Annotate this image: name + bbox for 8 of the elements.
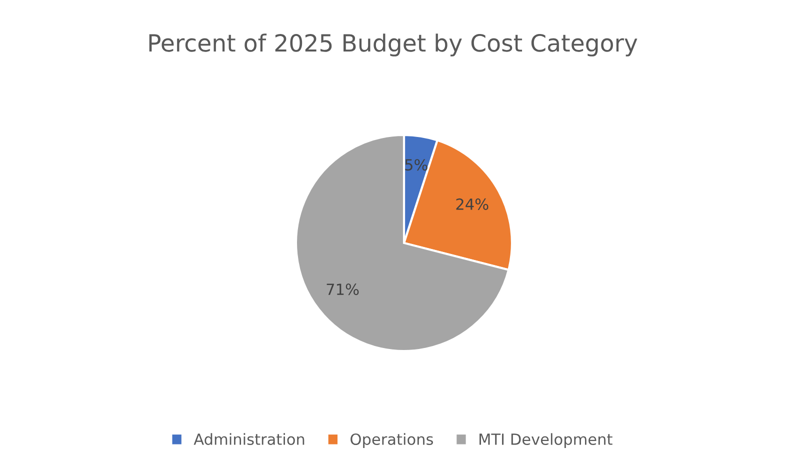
data-label: 5%	[405, 159, 428, 171]
legend-label: Administration	[194, 433, 304, 446]
data-label: 24%	[456, 198, 488, 210]
chart-title: Percent of 2025 Budget by Cost Category	[149, 34, 638, 56]
data-label: 71%	[326, 284, 359, 296]
legend-label: MTI Development	[480, 433, 612, 448]
pie-slice	[294, 134, 510, 352]
legend-label: Operations	[350, 433, 433, 448]
